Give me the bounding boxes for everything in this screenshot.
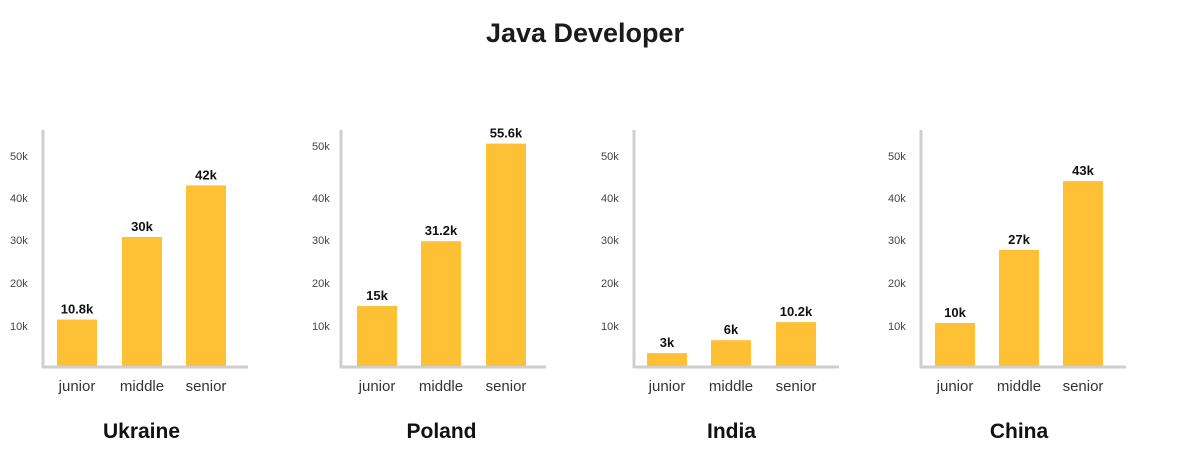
india-bar-junior [647, 353, 687, 366]
ukraine-category-label-middle: middle [120, 378, 164, 395]
china-y-tick-label: 30k [888, 235, 906, 247]
ukraine-value-label-senior: 42k [195, 167, 217, 182]
ukraine-y-tick-label: 30k [10, 235, 28, 247]
ukraine-y-tick-label: 10k [10, 321, 28, 333]
india-y-tick-label: 30k [601, 235, 619, 247]
china-value-label-junior: 10k [944, 305, 966, 320]
poland-bar-middle [421, 241, 461, 366]
poland-bar-junior [357, 306, 397, 366]
ukraine-y-tick-label: 40k [10, 193, 28, 205]
china-y-tick-label: 40k [888, 193, 906, 205]
ukraine-y-tick-label: 50k [10, 151, 28, 163]
ukraine-value-label-junior: 10.8k [61, 302, 94, 317]
china-category-label-junior: junior [936, 378, 974, 395]
india-value-label-middle: 6k [724, 322, 739, 337]
china-y-tick-label: 20k [888, 278, 906, 290]
china-bar-junior [935, 323, 975, 366]
india-y-tick-label: 20k [601, 278, 619, 290]
poland-y-tick-label: 50k [312, 141, 330, 153]
india-y-tick-label: 50k [601, 151, 619, 163]
poland-y-tick-label: 10k [312, 321, 330, 333]
india-value-label-junior: 3k [660, 335, 675, 350]
china-bar-middle [999, 249, 1039, 366]
poland-category-label-senior: senior [486, 378, 527, 395]
india-value-label-senior: 10.2k [780, 304, 813, 319]
poland-chart-title: Poland [406, 420, 476, 443]
ukraine-y-tick-label: 20k [10, 278, 28, 290]
china-category-label-senior: senior [1063, 378, 1104, 395]
india-category-label-middle: middle [709, 378, 753, 395]
poland-y-tick-label: 30k [312, 235, 330, 247]
india-category-label-senior: senior [776, 378, 817, 395]
china-chart-title: China [990, 420, 1049, 443]
poland-value-label-junior: 15k [366, 288, 388, 303]
china-value-label-middle: 27k [1008, 232, 1030, 247]
india-bar-middle [711, 340, 751, 366]
ukraine-bar-senior [186, 185, 226, 366]
china-y-tick-label: 10k [888, 321, 906, 333]
ukraine-value-label-middle: 30k [131, 219, 153, 234]
ukraine-bar-middle [122, 237, 162, 366]
ukraine-category-label-junior: junior [58, 378, 96, 395]
poland-bar-senior [486, 143, 526, 366]
india-bar-senior [776, 322, 816, 366]
poland-y-tick-label: 20k [312, 278, 330, 290]
china-bar-senior [1063, 181, 1103, 366]
china-y-tick-label: 50k [888, 151, 906, 163]
poland-value-label-middle: 31.2k [425, 223, 458, 238]
poland-category-label-junior: junior [358, 378, 396, 395]
poland-category-label-middle: middle [419, 378, 463, 395]
ukraine-chart-title: Ukraine [103, 420, 180, 443]
india-category-label-junior: junior [648, 378, 686, 395]
india-chart-title: India [707, 420, 756, 443]
ukraine-bar-junior [57, 319, 97, 366]
china-value-label-senior: 43k [1072, 163, 1094, 178]
poland-y-tick-label: 40k [312, 193, 330, 205]
india-y-tick-label: 10k [601, 321, 619, 333]
china-category-label-middle: middle [997, 378, 1041, 395]
page-title: Java Developer [485, 18, 685, 48]
ukraine-category-label-senior: senior [186, 378, 227, 395]
india-y-tick-label: 40k [601, 193, 619, 205]
poland-value-label-senior: 55.6k [490, 126, 523, 141]
